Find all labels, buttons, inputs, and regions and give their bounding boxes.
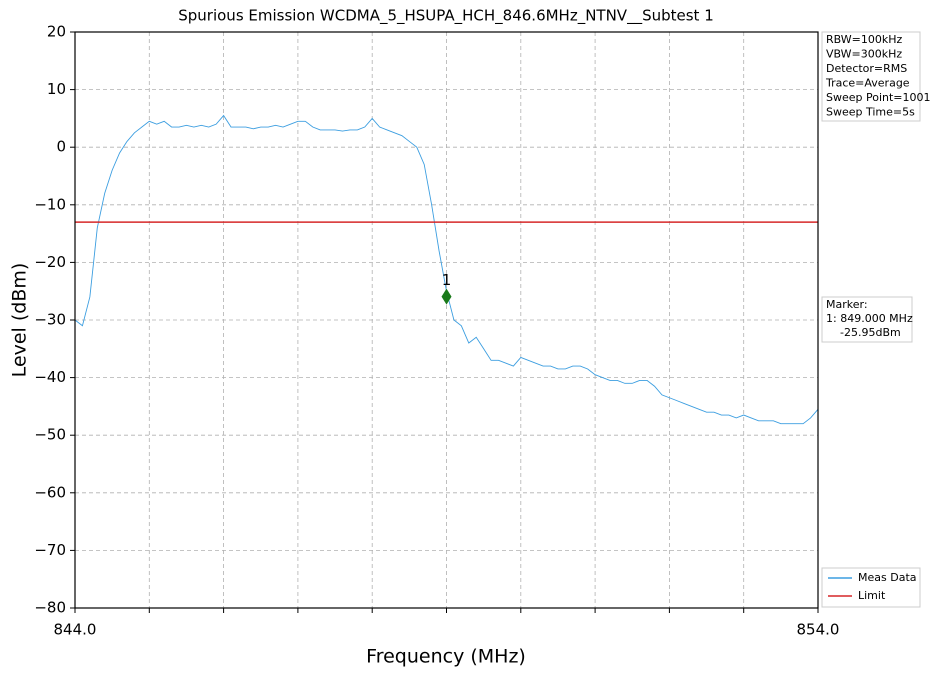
y-axis-label: Level (dBm) <box>9 263 31 378</box>
marker-label: 1 <box>442 271 452 289</box>
y-tick-label: −50 <box>34 426 66 444</box>
settings-text: RBW=100kHz <box>826 33 903 46</box>
marker-text: Marker: <box>826 298 868 311</box>
chart-title: Spurious Emission WCDMA_5_HSUPA_HCH_846.… <box>178 7 714 26</box>
legend-label: Limit <box>858 589 886 602</box>
y-tick-label: −10 <box>34 195 66 213</box>
x-tick-label: 854.0 <box>797 621 840 639</box>
marker-point <box>441 288 452 305</box>
y-tick-label: −30 <box>34 311 66 329</box>
y-tick-label: 20 <box>47 23 66 41</box>
settings-text: Sweep Time=5s <box>826 106 915 119</box>
y-tick-label: −80 <box>34 599 66 617</box>
plot-frame <box>74 31 819 609</box>
y-tick-label: −40 <box>34 368 66 386</box>
y-tick-label: −70 <box>34 541 66 559</box>
y-tick-label: 0 <box>56 138 66 156</box>
marker-text: -25.95dBm <box>840 326 901 339</box>
marker-text: 1: 849.000 MHz <box>826 312 913 325</box>
settings-text: VBW=300kHz <box>826 48 902 61</box>
y-tick-label: −20 <box>34 253 66 271</box>
y-tick-label: 10 <box>47 80 66 98</box>
settings-box <box>821 31 921 122</box>
x-axis-label: Frequency (MHz) <box>366 646 526 668</box>
settings-text: Trace=Average <box>825 77 910 90</box>
settings-text: Detector=RMS <box>826 62 907 75</box>
y-tick-label: −60 <box>34 483 66 501</box>
marker-box <box>821 296 913 343</box>
x-tick-label: 844.0 <box>54 621 97 639</box>
settings-text: Sweep Point=1001 <box>826 91 930 104</box>
legend-label: Meas Data <box>858 571 917 584</box>
legend-box <box>821 567 921 608</box>
